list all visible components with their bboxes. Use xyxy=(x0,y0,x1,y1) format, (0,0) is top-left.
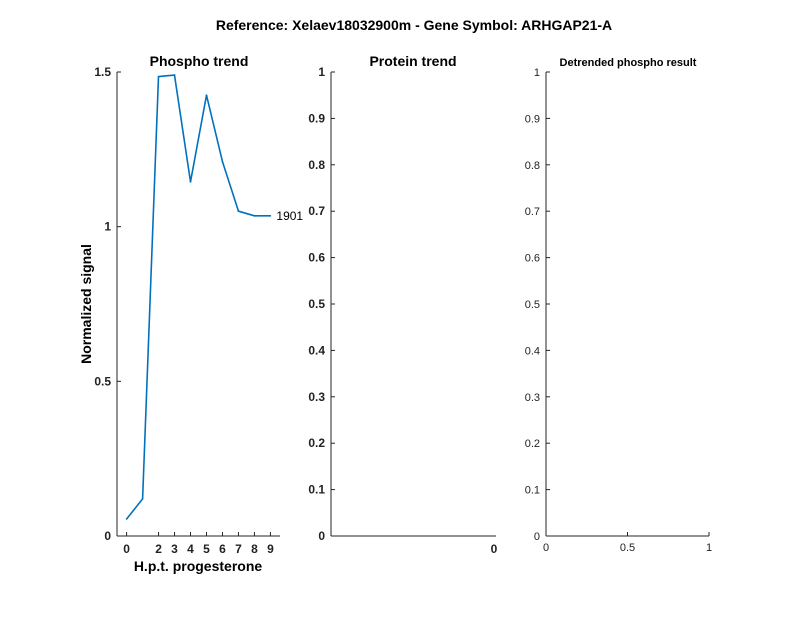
phospho-ytick-label: 0 xyxy=(104,529,111,543)
phospho-data-point xyxy=(253,215,256,217)
phospho-data-point xyxy=(237,210,240,212)
phospho-end-annotation: 1901 xyxy=(276,209,303,223)
phospho-data-point xyxy=(221,160,224,163)
phospho-ytick-label: 1 xyxy=(104,220,111,234)
detrended-xtick-label: 0.5 xyxy=(620,542,635,554)
phospho-xtick-label: 5 xyxy=(203,542,210,556)
detrended-xticks: 0 0.5 1 xyxy=(543,532,712,554)
detrended-ytick-label: 0.8 xyxy=(525,160,540,172)
detrended-ytick-label: 1 xyxy=(534,67,540,79)
detrended-axes xyxy=(545,72,709,537)
protein-ytick-label: 0.5 xyxy=(308,297,325,311)
detrended-ytick-label: 0.5 xyxy=(525,299,540,311)
phospho-ytick-label: 1.5 xyxy=(94,65,111,79)
phospho-data-point xyxy=(205,94,208,96)
phospho-data-point xyxy=(189,181,192,183)
detrended-ytick-label: 0 xyxy=(534,531,540,543)
protein-ytick-label: 0 xyxy=(318,529,325,543)
detrended-ytick-label: 0.2 xyxy=(525,438,540,450)
protein-ytick-label: 0.1 xyxy=(308,483,325,497)
protein-ytick-label: 0.8 xyxy=(308,158,325,172)
phospho-trend-panel: Phospho trend H.p.t. progesterone Normal… xyxy=(78,53,303,574)
protein-yticks: 0 0.1 0.2 0.3 0.4 0.5 0.6 0.7 0.8 0.9 1 xyxy=(308,65,335,543)
phospho-xtick-label: 3 xyxy=(171,542,178,556)
detrended-ytick-label: 0.9 xyxy=(525,113,540,125)
detrended-ytick-label: 0.3 xyxy=(525,392,540,404)
phospho-xtick-label: 7 xyxy=(235,542,242,556)
phospho-data-point xyxy=(269,215,272,217)
phospho-series-line xyxy=(125,74,271,520)
protein-trend-title: Protein trend xyxy=(369,53,456,69)
detrended-xtick-label: 0 xyxy=(543,542,549,554)
phospho-axes xyxy=(116,72,280,537)
protein-xtick-label: 0 xyxy=(491,542,498,556)
detrended-ytick-label: 0.7 xyxy=(525,206,540,218)
phospho-xtick-label: 8 xyxy=(251,542,258,556)
phospho-trend-title: Phospho trend xyxy=(150,53,249,69)
phospho-yticks: 0 0.5 1 1.5 xyxy=(94,65,121,543)
figure-suptitle: Reference: Xelaev18032900m - Gene Symbol… xyxy=(216,17,612,33)
protein-axes xyxy=(330,72,496,537)
phospho-xaxis-label: H.p.t. progesterone xyxy=(134,558,263,574)
detrended-title: Detrended phospho result xyxy=(560,57,697,69)
protein-xticks: 0 xyxy=(491,542,498,556)
protein-ytick-label: 0.9 xyxy=(308,111,325,125)
detrended-ytick-label: 0.6 xyxy=(525,253,540,265)
phospho-data-point xyxy=(125,518,128,520)
detrended-yticks: 0 0.1 0.2 0.3 0.4 0.5 0.6 0.7 0.8 0.9 1 xyxy=(525,67,550,543)
protein-ytick-label: 1 xyxy=(318,65,325,79)
protein-ytick-label: 0.3 xyxy=(308,390,325,404)
protein-ytick-label: 0.4 xyxy=(308,343,325,357)
detrended-ytick-label: 0.4 xyxy=(525,345,540,357)
protein-trend-panel: Protein trend 0 0 0.1 0.2 0.3 0.4 0.5 0.6 0.7 0.… xyxy=(308,53,497,556)
phospho-data-point xyxy=(173,74,176,76)
protein-ytick-label: 0.2 xyxy=(308,436,325,450)
phospho-yaxis-label: Normalized signal xyxy=(78,244,94,364)
detrended-ytick-label: 0.1 xyxy=(525,485,540,497)
phospho-xtick-label: 4 xyxy=(187,542,194,556)
detrended-panel: Detrended phospho result 0 0.5 1 00.10.20.… xyxy=(525,57,712,554)
phospho-xtick-label: 0 xyxy=(123,542,130,556)
phospho-data-point xyxy=(141,498,144,500)
phospho-xtick-label: 2 xyxy=(155,542,162,556)
phospho-xtick-label: 9 xyxy=(267,542,274,556)
protein-ytick-label: 0.7 xyxy=(308,204,325,218)
phospho-data-point xyxy=(157,75,160,78)
detrended-xtick-label: 1 xyxy=(706,542,712,554)
phospho-series xyxy=(125,74,272,520)
phospho-ytick-label: 0.5 xyxy=(94,374,111,388)
phospho-xtick-label: 6 xyxy=(219,542,226,556)
protein-ytick-label: 0.6 xyxy=(308,251,325,265)
